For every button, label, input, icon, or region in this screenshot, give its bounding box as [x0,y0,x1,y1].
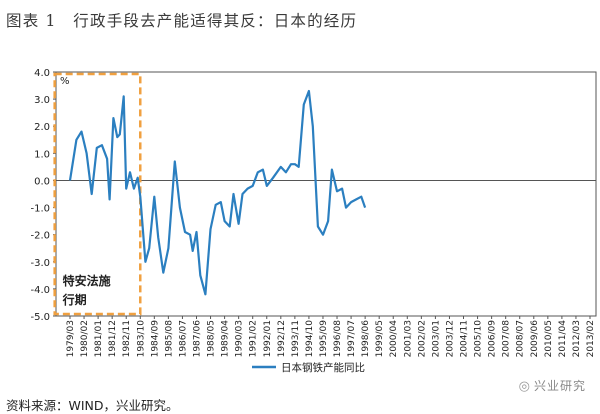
watermark: ◎ 兴业研究 [519,377,586,394]
x-tick-label-15: 1992/12 [277,320,287,357]
x-tick-label-34: 2010/05 [544,320,554,357]
x-tick-label-23: 2000/04 [389,320,399,358]
x-tick-label-22: 1999/05 [375,320,385,357]
annotation-label-line1: 特安法施 [63,273,111,288]
y-tick-label-2: 2.0 [34,122,50,133]
x-tick-label-12: 1990/03 [235,320,245,357]
x-tick-label-24: 2001/03 [403,320,413,357]
y-tick-label-3: 1.0 [34,149,50,160]
x-tick-label-6: 1984/09 [150,320,160,358]
y-tick-label-4: 0.0 [34,176,50,187]
y-axis: 4.0 3.0 2.0 1.0 0.0 -1.0 -2.0 -3.0 -4.0 -5.0 [30,68,56,323]
y-tick-label-9: -5.0 [30,312,50,323]
annotation-box [53,72,142,316]
legend-label: 日本钢铁产能同比 [281,361,365,374]
y-tick-label-5: -1.0 [30,204,50,215]
annotation-label-line2: 行期 [62,292,87,307]
x-tick-label-29: 2005/10 [474,320,484,358]
x-tick-label-10: 1988/05 [207,320,217,357]
watermark-text: 兴业研究 [533,379,586,393]
x-tick-label-33: 2009/06 [530,320,540,358]
x-tick-label-28: 2004/11 [460,320,470,357]
x-tick-label-30: 2006/09 [488,320,498,358]
x-tick-label-11: 1989/04 [221,320,231,358]
x-tick-label-8: 1986/07 [178,320,188,357]
x-tick-label-0: 1979/03 [66,320,76,357]
x-tick-label-21: 1998/06 [361,320,371,358]
unit-label: % [60,76,70,87]
y-tick-label-0: 4.0 [34,68,50,79]
x-tick-label-2: 1981/01 [94,320,104,357]
x-tick-label-17: 1994/10 [305,320,315,358]
x-tick-label-20: 1997/07 [347,320,357,357]
y-tick-label-8: -4.0 [30,285,50,296]
x-tick-label-35: 2011/04 [558,320,568,358]
wechat-icon: ◎ [518,379,531,394]
x-tick-label-25: 2002/02 [417,320,427,357]
x-tick-label-31: 2007/08 [502,320,512,358]
x-tick-label-4: 1982/11 [122,320,132,357]
x-tick-label-7: 1985/08 [164,320,174,358]
x-tick-label-27: 2003/12 [445,320,455,357]
x-axis: 1979/03 1980/02 1981/01 1981/12 1982/11 1983/… [66,316,596,357]
x-tick-label-18: 1995/09 [319,320,329,358]
y-tick-label-6: -2.0 [30,231,50,242]
x-tick-label-5: 1983/10 [136,320,146,358]
x-tick-label-3: 1981/12 [108,320,118,357]
x-tick-label-36: 2012/03 [572,320,582,357]
x-tick-label-19: 1996/08 [333,320,343,358]
x-tick-label-26: 2003/01 [431,320,441,357]
y-tick-label-7: -3.0 [30,258,50,269]
plot-frame [55,71,597,317]
x-tick-label-14: 1992/01 [263,320,273,357]
x-tick-label-37: 2013/02 [586,320,596,357]
chart-title: 图表 1 行政手段去产能适得其反：日本的经历 [6,12,358,30]
x-tick-label-32: 2008/07 [516,320,526,357]
y-tick-label-1: 3.0 [34,95,50,106]
x-tick-label-1: 1980/02 [80,320,90,357]
legend: 日本钢铁产能同比 [252,361,365,374]
x-tick-label-13: 1991/02 [249,320,259,357]
x-tick-label-9: 1987/06 [192,320,202,358]
source-note: 资料来源：WIND，兴业研究。 [6,398,179,413]
x-tick-label-16: 1993/11 [291,320,301,357]
series-line [68,89,367,296]
